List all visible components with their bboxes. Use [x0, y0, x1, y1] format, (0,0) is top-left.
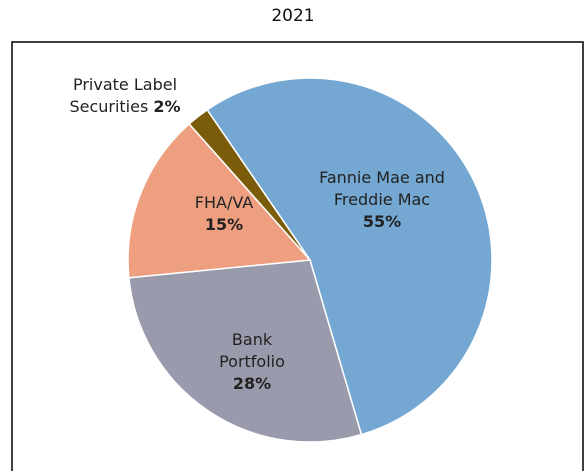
slice-label: Private Label Securities 2%	[50, 74, 200, 118]
chart-title: 2021	[271, 6, 315, 26]
pie-slice	[128, 259, 363, 443]
pie-slice	[188, 108, 311, 261]
category-label: Fannie Mae and Freddie Mac	[319, 168, 445, 209]
value-label: 55%	[362, 212, 402, 231]
value-label: 2%	[153, 97, 181, 116]
category-label: FHA/VA	[194, 193, 254, 212]
slice-label: Bank Portfolio 28%	[207, 329, 297, 395]
pie-slice	[127, 122, 312, 279]
category-label: Bank Portfolio	[219, 330, 285, 371]
category-label: Private Label Securities	[69, 75, 178, 116]
slice-label: Fannie Mae and Freddie Mac 55%	[307, 167, 457, 233]
value-label: 15%	[204, 215, 244, 234]
pie-slice	[206, 77, 493, 436]
slice-label: FHA/VA 15%	[184, 192, 264, 236]
value-label: 28%	[232, 374, 272, 393]
